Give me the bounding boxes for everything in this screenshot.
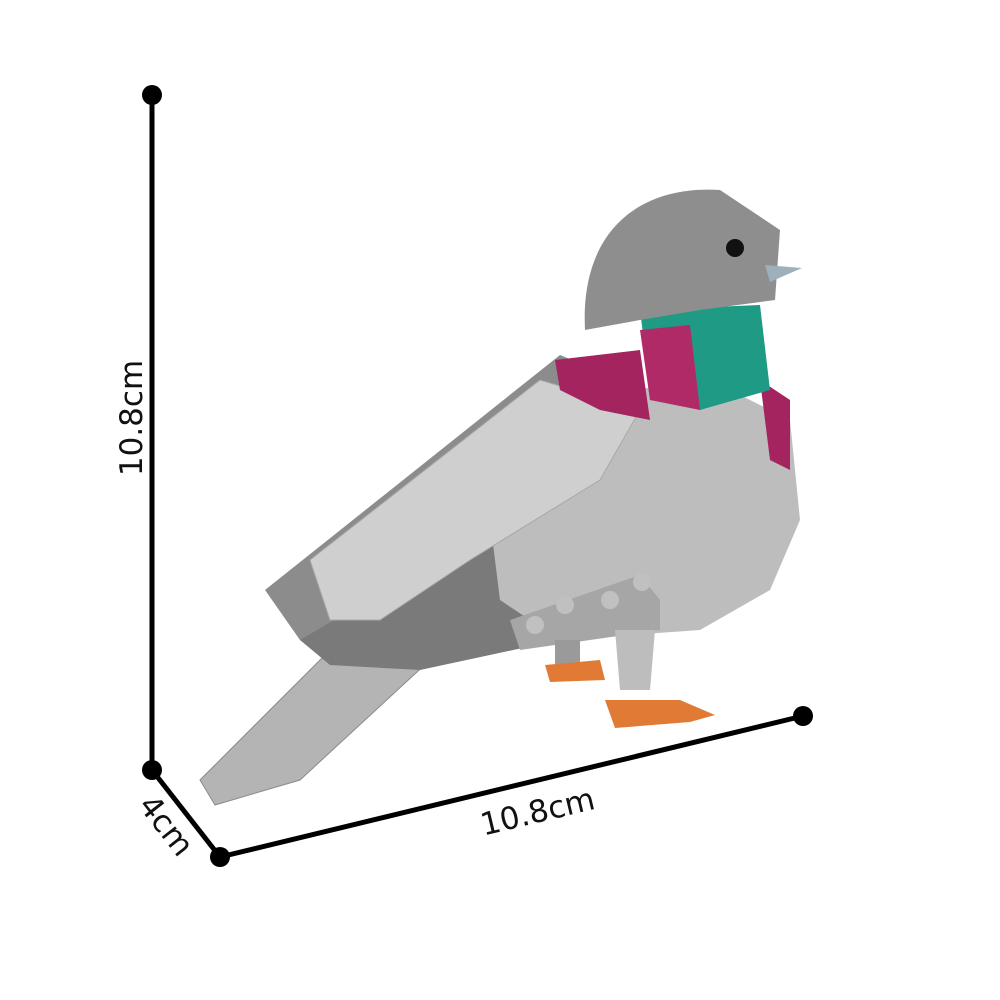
wing-top — [309, 379, 641, 621]
beak — [765, 265, 802, 282]
head — [584, 189, 780, 330]
width-line — [217, 713, 806, 860]
tail — [199, 649, 432, 806]
eye — [726, 239, 744, 257]
dimension-lines — [149, 92, 806, 860]
foot-back — [545, 660, 605, 682]
depth-label: 4cm — [131, 788, 201, 863]
neck-magenta — [555, 350, 650, 420]
chest-magenta — [760, 380, 790, 470]
height-label: 10.8cm — [114, 360, 150, 476]
pigeon-model — [199, 189, 802, 806]
neck-magenta-front — [640, 325, 700, 410]
leg-back — [555, 640, 580, 665]
depth-line — [149, 767, 223, 860]
foot-front — [605, 700, 715, 728]
leg-front — [615, 630, 655, 690]
dimension-endpoints — [142, 85, 813, 867]
